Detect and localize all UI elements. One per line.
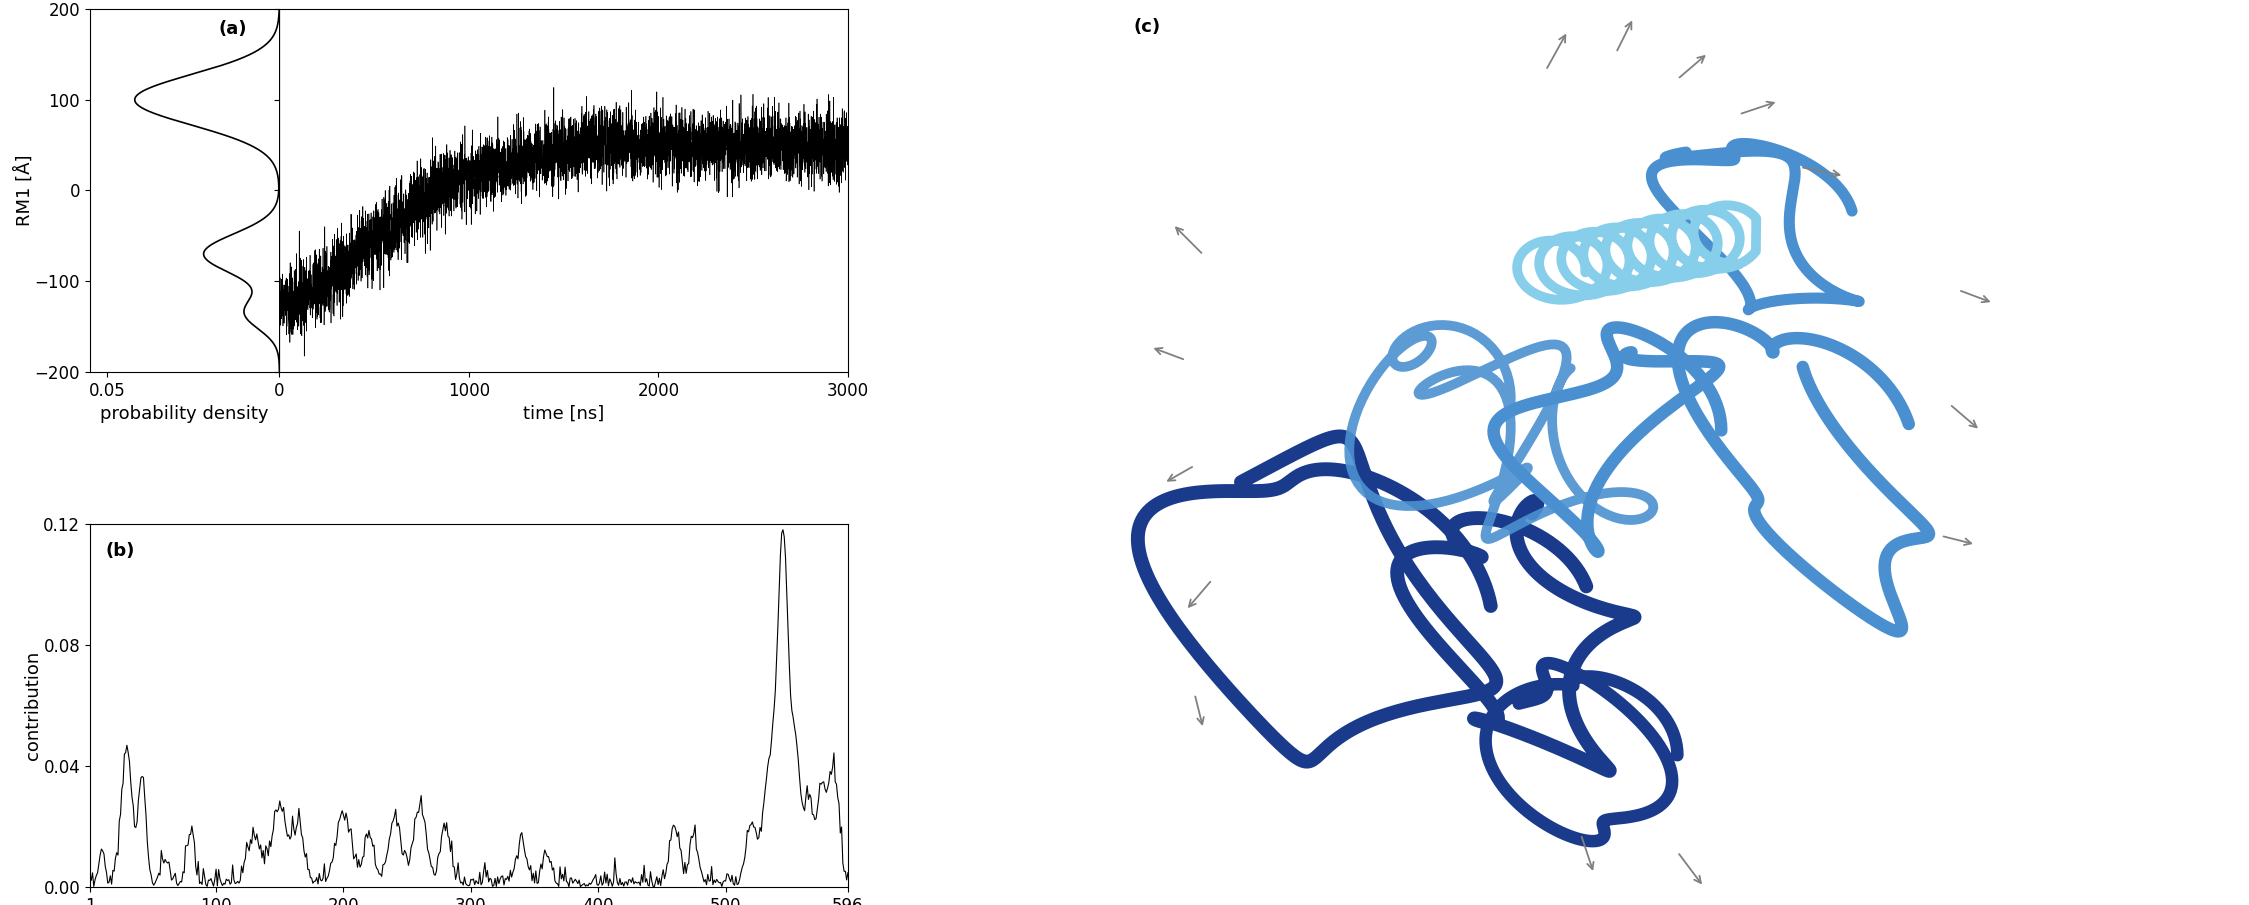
Text: (c): (c) — [1133, 18, 1160, 36]
Y-axis label: RM1 [Å]: RM1 [Å] — [13, 155, 34, 226]
X-axis label: time [ns]: time [ns] — [524, 405, 605, 423]
X-axis label: probability density: probability density — [101, 405, 270, 423]
Text: (a): (a) — [218, 20, 247, 38]
Text: (b): (b) — [106, 542, 135, 560]
Y-axis label: contribution: contribution — [25, 651, 43, 760]
